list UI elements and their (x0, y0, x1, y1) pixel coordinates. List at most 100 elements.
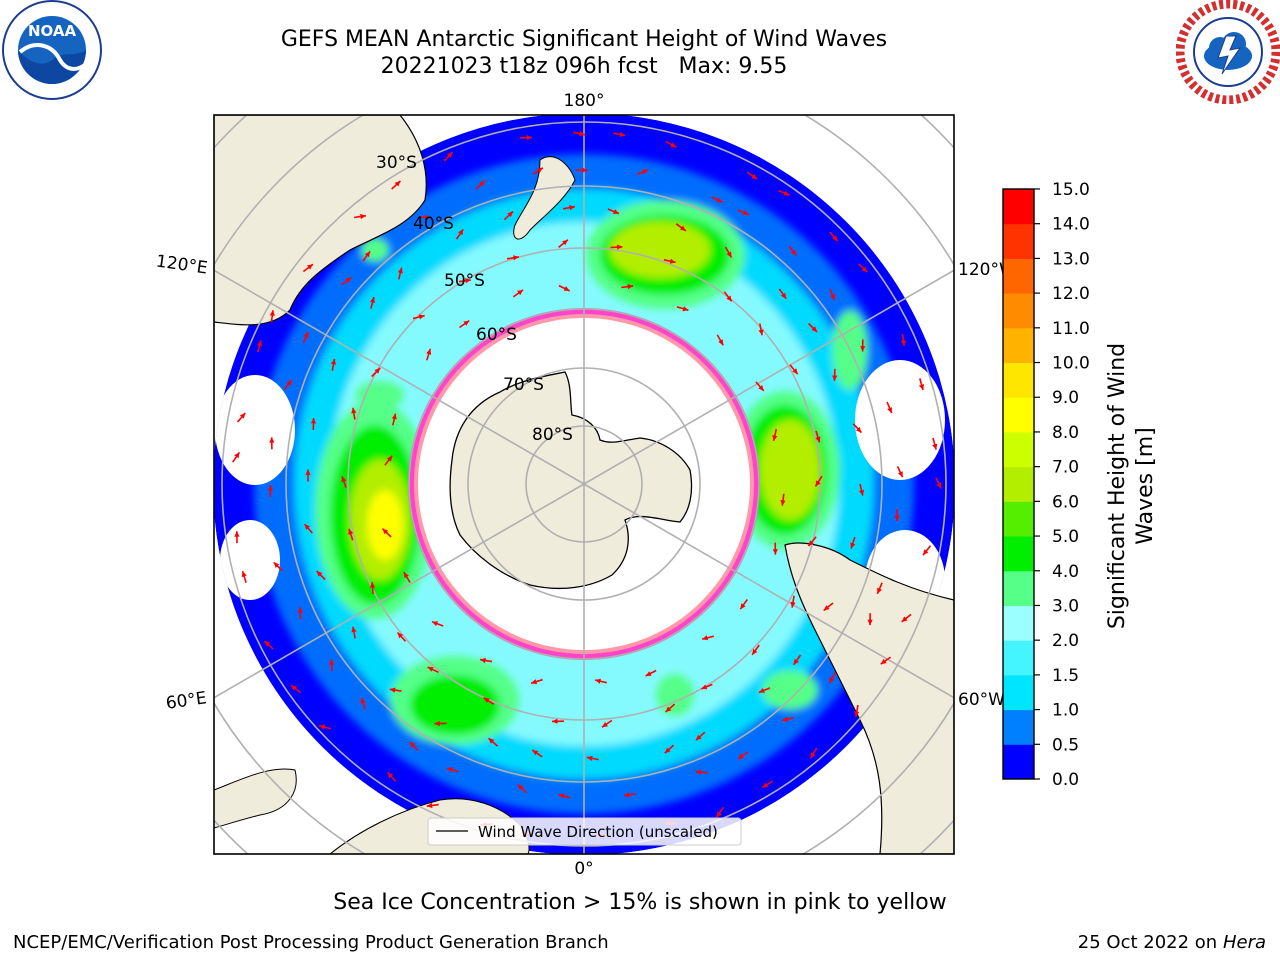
colorbar-label-line2: Waves [m] (1133, 427, 1158, 544)
wave-arrow-head (782, 716, 789, 722)
wave-arrow-head (297, 607, 303, 613)
wave-arrow-head (936, 482, 942, 489)
footer-date: 25 Oct 2022 on Hera (1078, 932, 1266, 953)
wave-arrow-head (531, 679, 538, 685)
colorbar-segment (1003, 744, 1034, 780)
colorbar-segment (1003, 674, 1034, 711)
wave-arrow-head (394, 180, 401, 187)
wave-arrow-head (370, 297, 375, 303)
wave-arrow-head (595, 678, 601, 684)
wave-arrow-head (758, 329, 764, 336)
colorbar-segment (1003, 293, 1034, 329)
wave-arrow-head (665, 706, 672, 712)
wave-arrow-head (434, 720, 440, 727)
wave-arrow-head (341, 476, 347, 483)
wave-arrow-head (374, 368, 381, 374)
wave-arrow-head (303, 332, 309, 338)
lon-label-60e: 60°E (165, 688, 208, 713)
wave-arrow-head (579, 131, 585, 137)
wave-arrow-head (369, 582, 376, 588)
colorbar-segment (1003, 709, 1034, 745)
sea-ice-caption: Sea Ice Concentration > 15% is shown in … (333, 890, 947, 915)
wave-arrow-head (273, 562, 280, 568)
colorbar-tick-label: 7.0 (1052, 458, 1079, 478)
wave-arrow-head (602, 722, 608, 728)
colorbar-tick-label: 9.0 (1052, 388, 1079, 408)
wave-arrow-head (792, 368, 798, 375)
wave-arrow-head (859, 489, 865, 496)
wave-arrow-head (877, 587, 882, 594)
wave-arrow-head (894, 515, 900, 522)
wave-arrow-head (867, 619, 873, 626)
wave-arrow-head (758, 385, 764, 391)
wave-arrow-head (239, 413, 246, 419)
wave-arrow-head (532, 750, 539, 756)
wave-arrow-head (586, 755, 593, 761)
wave-arrow-head (269, 310, 275, 316)
wave-arrow-head (418, 314, 425, 320)
wave-arrow-head (616, 244, 623, 250)
wave-arrow-head (793, 658, 799, 665)
wave-arrow-head (701, 684, 708, 690)
wave-arrow-head (364, 251, 371, 258)
wave-arrow-head (432, 621, 438, 627)
wave-arrow-head (645, 671, 652, 676)
wave-arrow-head (387, 772, 394, 779)
wave-arrow-head (562, 239, 568, 246)
colorbar-segment (1003, 189, 1034, 225)
wave-arrow-head (780, 500, 786, 506)
wave-arrow-head (669, 258, 676, 264)
wave-arrow-head (752, 648, 758, 655)
wave-arrow-head (351, 626, 357, 633)
noaa-logo: NOAA (2, 0, 102, 100)
wave-arrow-head (726, 295, 732, 302)
colorbar-tick-label: 0.0 (1052, 770, 1079, 790)
wave-arrow-head (403, 572, 409, 579)
wave-arrow-head (360, 213, 366, 220)
wave-arrow-head (932, 443, 938, 450)
wave-arrow-head (397, 267, 403, 274)
map-area (214, 115, 954, 854)
wave-arrow-head (465, 278, 471, 284)
lon-label-120w: 120°W (958, 260, 1016, 280)
colorbar-tick-label: 10.0 (1052, 354, 1090, 374)
colorbar-segment (1003, 327, 1034, 364)
wave-arrow-head (267, 485, 273, 491)
colorbar-tick-label: 11.0 (1052, 319, 1090, 339)
wave-arrow-head (664, 747, 671, 754)
wave-arrow-head (517, 784, 524, 791)
wave-arrow-head (900, 340, 906, 346)
wave-arrow-head (682, 306, 689, 312)
wave-arrow-head (702, 635, 708, 641)
wave-arrow-head (751, 173, 758, 180)
wave-arrow-head (488, 738, 495, 744)
wave-arrow-head (483, 697, 490, 703)
legend-label: Wind Wave Direction (unscaled) (478, 823, 718, 841)
lat-label-30s: 30°S (376, 153, 417, 173)
wave-arrow-head (552, 718, 558, 724)
colorbar-segment (1003, 640, 1034, 676)
colorbar-tick-label: 5.0 (1052, 527, 1079, 547)
wave-arrow-head (740, 603, 746, 610)
colorbar-tick-label: 6.0 (1052, 492, 1079, 512)
wave-arrow-head (329, 659, 335, 665)
colorbar-segment (1003, 570, 1034, 606)
wave-arrow-head (623, 792, 630, 798)
wave-arrow-head (304, 524, 310, 530)
wave-arrow-head (391, 413, 397, 420)
wave-arrow-head (426, 802, 433, 809)
colorbar-tick-label: 13.0 (1052, 249, 1090, 269)
wave-arrow-head (832, 375, 838, 381)
wave-arrow-head (286, 380, 292, 386)
colorbar-tick-label: 14.0 (1052, 215, 1090, 235)
wave-arrow-head (479, 180, 485, 187)
wave-arrow-head (348, 528, 354, 535)
lon-label-60w: 60°W (958, 690, 1005, 710)
colorbar-frame (1002, 188, 1035, 780)
colorbar-tick-label: 1.5 (1052, 666, 1079, 686)
wave-arrow-head (919, 384, 925, 390)
colorbar-tick-label: 12.0 (1052, 284, 1090, 304)
wave-arrow-head (810, 752, 816, 759)
wave-arrow-head (360, 697, 366, 704)
wave-arrow-head (887, 407, 892, 414)
